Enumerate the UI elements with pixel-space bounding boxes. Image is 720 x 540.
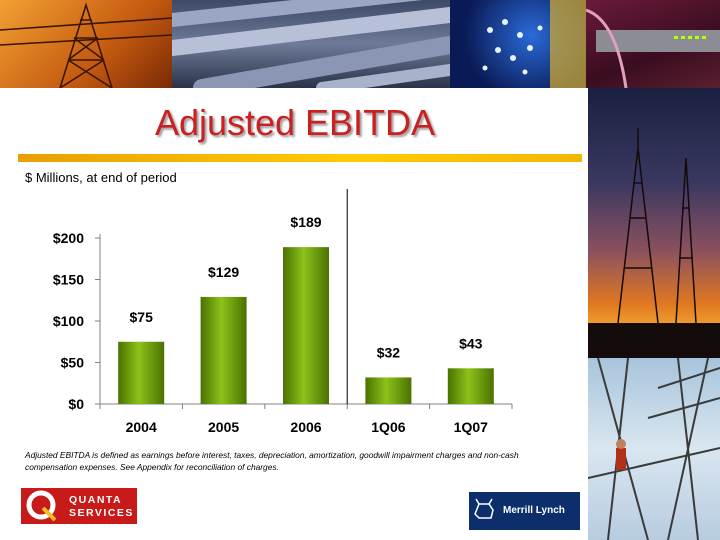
quanta-logo-line2: SERVICES: [69, 507, 134, 520]
bar-1Q07: [447, 368, 494, 404]
bar-1Q06: [365, 377, 412, 404]
network-equipment-photo: [586, 0, 720, 88]
y-tick-label: $50: [61, 355, 85, 371]
bar-2004: [118, 341, 165, 404]
fiber-optics-photo: [450, 0, 586, 88]
transmission-tower-photo: [0, 0, 172, 88]
y-tick-label: $200: [53, 230, 84, 246]
telecom-tower-sunset-photo: [588, 88, 720, 358]
x-tick-label-1Q07: 1Q07: [454, 419, 488, 435]
chart-subtitle: $ Millions, at end of period: [25, 170, 177, 185]
quanta-logo-line1: QUANTA: [69, 494, 123, 506]
ebitda-bar-chart: $0 $50 $100 $150 $200 $75 2004 $129 2005 $189 2006…: [53, 189, 513, 435]
title-underline: [18, 154, 582, 162]
x-tick-label-2006: 2006: [290, 419, 321, 435]
bar-2005: [200, 296, 247, 404]
data-label-2004: $75: [130, 309, 154, 325]
data-label-1Q06: $32: [377, 344, 401, 360]
lineworker-photo: [588, 358, 720, 540]
y-tick-label: $100: [53, 313, 84, 329]
photo-banner: [0, 0, 720, 88]
x-tick-label-2004: 2004: [126, 419, 157, 435]
data-label-2005: $129: [208, 264, 239, 280]
bull-icon: [474, 498, 494, 519]
merrill-lynch-logo: Merrill Lynch: [469, 492, 580, 530]
bar-2006: [283, 247, 329, 404]
data-label-2006: $189: [290, 214, 321, 230]
y-tick-label: $0: [68, 396, 84, 412]
merrill-lynch-wordmark: Merrill Lynch: [503, 505, 565, 516]
slide-title: Adjusted EBITDA: [154, 102, 436, 143]
data-label-1Q07: $43: [459, 335, 483, 351]
x-tick-label-1Q06: 1Q06: [371, 419, 405, 435]
pipelines-photo: [172, 0, 450, 88]
y-tick-label: $150: [53, 272, 84, 288]
ebitda-definition-footnote: Adjusted EBITDA is defined as earnings b…: [25, 450, 519, 473]
quanta-q-icon: [26, 490, 57, 522]
quanta-services-logo: QUANTA SERVICES: [21, 488, 137, 524]
x-tick-label-2005: 2005: [208, 419, 239, 435]
